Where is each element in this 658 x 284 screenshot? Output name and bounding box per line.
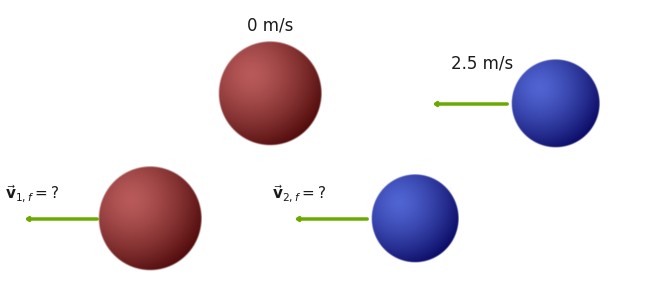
Text: 2.5 m/s: 2.5 m/s <box>451 55 513 73</box>
Text: $\vec{\mathbf{v}}_{1,f} = ?$: $\vec{\mathbf{v}}_{1,f} = ?$ <box>5 183 59 205</box>
Text: 0 m/s: 0 m/s <box>247 17 293 35</box>
Text: $\vec{\mathbf{v}}_{2,f} = ?$: $\vec{\mathbf{v}}_{2,f} = ?$ <box>272 183 326 205</box>
